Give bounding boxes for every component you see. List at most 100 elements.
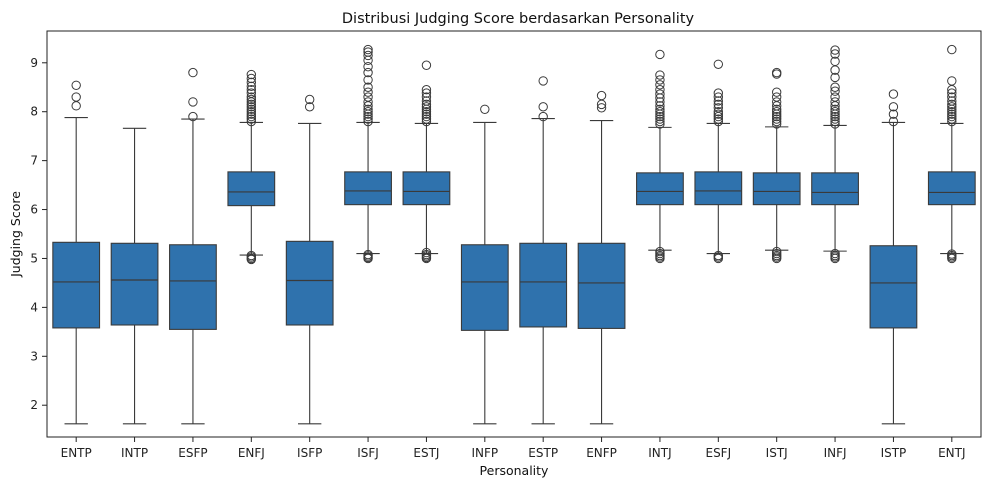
y-tick-label: 2 [30,398,38,412]
outlier-point [888,116,899,127]
outlier-point [713,109,724,119]
outlier-point [713,88,724,98]
iqr-box [285,240,334,326]
plot-area [52,44,976,425]
outlier-point [655,246,665,257]
outlier-point [713,99,724,110]
outlier-point [830,104,840,114]
outlier-point [363,47,373,57]
outlier-point [830,97,840,107]
iqr-box [519,242,568,328]
outlier-point [655,80,665,90]
outlier-point [713,250,724,261]
outlier-point [655,49,665,60]
outlier-point [947,88,957,98]
outlier-point [421,114,432,124]
outlier-point [830,119,840,129]
outlier-point [713,59,724,69]
outlier-point [830,56,840,67]
y-tick-label: 7 [30,154,38,168]
outlier-point [421,107,432,117]
box-isfj [344,44,392,264]
outlier-point [830,111,840,122]
outlier-point [246,109,257,119]
box-entj [927,44,976,264]
outlier-point [421,247,432,258]
outlier-point [246,107,257,117]
outlier-point [888,102,899,112]
box-enfj [227,69,276,265]
outlier-point [655,114,665,124]
outlier-point [655,116,665,127]
outlier-point [246,94,257,105]
outlier-point [246,73,257,84]
y-axis: 2 3 4 5 6 7 8 9 [30,56,47,412]
outlier-point [188,111,198,122]
x-tick-label: INTP [121,446,148,460]
axes-frame [46,30,982,438]
outlier-point [363,50,373,61]
iqr-box [577,242,626,329]
outlier-point [363,116,373,127]
outlier-point [363,55,373,66]
x-tick-label: ESTJ [413,446,439,460]
outlier-point [363,82,373,92]
x-tick-label: ESFJ [705,446,731,460]
outlier-point [947,114,957,124]
box-istj [752,67,801,264]
outlier-point [363,249,373,260]
outlier-point [421,116,432,127]
outlier-point [947,102,957,112]
outlier-point [246,88,257,98]
outlier-point [246,102,257,112]
outlier-point [655,104,665,114]
outlier-point [830,86,840,96]
outlier-point [246,116,257,127]
outlier-point [947,116,957,127]
outlier-point [246,69,257,80]
x-tick-label: INFJ [824,446,847,460]
outlier-point [246,114,257,124]
outlier-point [655,111,665,122]
outlier-point [655,101,665,111]
y-axis-label: Judging Score [8,191,23,278]
outlier-point [188,67,198,78]
outlier-point [421,60,432,70]
outlier-point [771,116,782,127]
outlier-point [596,103,607,113]
outlier-point [188,97,198,107]
outlier-point [304,102,315,112]
x-tick-label: ISFJ [357,446,379,460]
outlier-point [363,92,373,102]
outlier-point [363,62,373,72]
x-tick-label: ISTP [881,446,907,460]
outlier-point [655,75,665,85]
outlier-point [771,67,782,78]
iqr-box [869,245,918,329]
box-infj [811,45,859,264]
outlier-point [888,109,899,119]
outlier-point [713,107,724,117]
outlier-point [71,101,81,111]
outlier-point [246,104,257,114]
y-tick-label: 5 [30,251,38,265]
outlier-point [538,76,548,86]
chart-title: Distribusi Judging Score berdasarkan Per… [342,11,695,27]
outlier-point [771,97,782,107]
outlier-point [947,99,957,110]
outlier-point [71,80,81,90]
outlier-point [830,116,840,127]
x-tick-label: ISFP [297,446,322,460]
outlier-point [363,114,373,124]
outlier-point [655,89,665,99]
box-enfp [577,90,626,425]
outlier-point [246,81,257,91]
outlier-point [480,104,490,114]
box-estp [519,76,568,425]
x-tick-label: ENTP [61,446,92,460]
y-tick-label: 6 [30,203,38,217]
iqr-box [636,172,684,206]
iqr-box [811,172,859,206]
box-infp [460,104,509,425]
